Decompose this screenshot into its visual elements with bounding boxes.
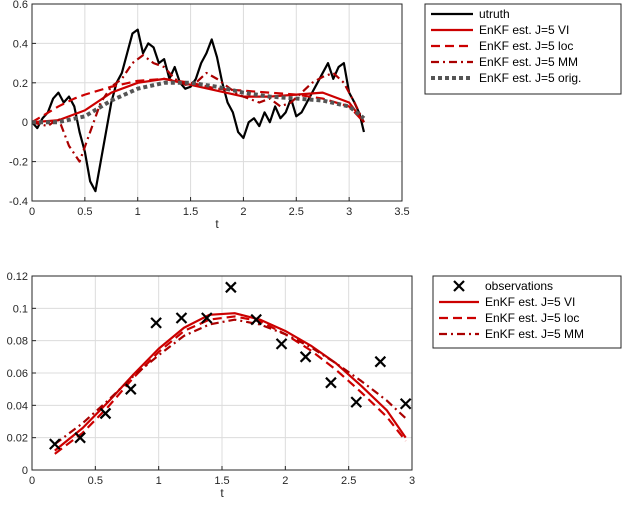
observation-marker-stroke — [99, 407, 112, 420]
series-line-0 — [54, 312, 407, 452]
observation-marker-stroke — [350, 396, 363, 408]
series-line-3 — [32, 54, 365, 163]
series-line-2 — [54, 318, 407, 446]
x-tick-label: 0.5 — [88, 475, 103, 487]
y-tick-label: 0.6 — [13, 0, 28, 11]
observation-marker — [125, 383, 137, 395]
x-tick-label: 1 — [135, 206, 141, 218]
y-tick-label: 0 — [22, 465, 28, 477]
legend-label: observations — [485, 279, 553, 293]
observation-marker — [299, 351, 312, 363]
observation-marker — [201, 312, 213, 324]
x-tick-label: 0 — [29, 206, 35, 218]
legend-label: EnKF est. J=5 VI — [485, 295, 575, 309]
x-tick-label: 2.5 — [341, 475, 356, 487]
observation-marker-stroke — [225, 281, 237, 294]
y-tick-label: -0.2 — [9, 157, 28, 169]
legend-label: EnKF est. J=5 loc — [479, 39, 573, 53]
series-line-1 — [54, 315, 407, 455]
y-tick-label: 0 — [22, 117, 28, 129]
y-tick-label: -0.4 — [9, 196, 28, 208]
legend-marker — [453, 280, 465, 292]
chart-bottom: 0 0.5 1 1.5 2 2.5 3 0 0.02 0.04 0.06 0.08 0.1 0.12 t ob… — [7, 271, 622, 500]
observation-marker-stroke — [399, 397, 412, 410]
legend-box — [424, 3, 622, 95]
legend-label: EnKF est. J=5 MM — [485, 327, 584, 341]
y-tick-label: 0.12 — [7, 271, 28, 283]
legend: observations EnKF est. J=5 VI EnKF est. J=… — [432, 275, 622, 349]
y-tick-label: 0.2 — [13, 78, 28, 90]
x-tick-label: 1 — [156, 475, 162, 487]
observation-marker-stroke — [74, 431, 86, 444]
data-layer — [32, 28, 366, 193]
data-layer — [49, 281, 412, 455]
x-tick-label: 0.5 — [77, 206, 92, 218]
observation-marker — [275, 338, 288, 350]
legend-label: EnKF est. J=5 loc — [485, 311, 579, 325]
observation-marker-stroke — [175, 312, 188, 324]
observation-marker — [250, 313, 262, 326]
y-tick-label: 0.06 — [7, 368, 28, 380]
chart-top: 0 0.5 1 1.5 2 2.5 3 3.5 -0.4 -0.2 0 0.2 0.4 0.6 t utrut… — [9, 0, 622, 231]
legend-label: utruth — [479, 7, 510, 21]
observation-marker — [350, 396, 363, 408]
observation-marker-stroke — [125, 383, 137, 395]
observation-marker — [374, 355, 387, 368]
observation-marker-stroke — [275, 338, 288, 350]
legend-label: EnKF est. J=5 VI — [479, 23, 569, 37]
observation-marker — [399, 397, 412, 410]
observation-marker-stroke — [374, 355, 387, 368]
y-tick-label: 0.02 — [7, 433, 28, 445]
x-tick-label: 0 — [29, 475, 35, 487]
observation-marker — [175, 312, 188, 324]
axes-frame — [31, 3, 403, 202]
x-tick-label: 2.5 — [289, 206, 304, 218]
x-tick-label: 2 — [282, 475, 288, 487]
observation-marker — [225, 281, 237, 294]
legend: utruth EnKF est. J=5 VI EnKF est. J=5 loc E… — [424, 3, 622, 95]
y-tick-label: 0.4 — [13, 38, 28, 50]
series-line-4 — [32, 80, 366, 125]
x-tick-label: 1.5 — [183, 206, 198, 218]
observation-marker-stroke — [299, 351, 312, 363]
series-line-1 — [32, 77, 365, 124]
x-tick-label: 3 — [409, 475, 415, 487]
observation-marker-stroke — [49, 438, 61, 450]
legend-label: EnKF est. J=5 orig. — [479, 71, 581, 85]
y-tick-label: 0.04 — [7, 400, 28, 412]
observation-marker — [49, 438, 61, 450]
legend-label: EnKF est. J=5 MM — [479, 55, 578, 69]
x-tick-label: 3 — [346, 206, 352, 218]
x-tick-label: 2 — [240, 206, 246, 218]
observation-marker — [325, 376, 337, 389]
observation-marker — [74, 431, 86, 444]
observation-marker-stroke — [250, 313, 262, 326]
x-axis-label: t — [215, 217, 219, 231]
x-tick-label: 3.5 — [394, 206, 409, 218]
observation-marker-stroke — [201, 312, 213, 324]
observation-marker-stroke — [325, 376, 337, 389]
observation-marker — [150, 317, 162, 329]
x-tick-label: 1.5 — [214, 475, 229, 487]
observation-marker — [99, 407, 112, 420]
y-tick-label: 0.08 — [7, 336, 28, 348]
legend-box — [432, 275, 622, 349]
x-axis-label: t — [220, 486, 224, 500]
observation-marker-stroke — [150, 317, 162, 329]
axes-frame — [31, 275, 413, 471]
y-tick-label: 0.1 — [13, 303, 28, 315]
